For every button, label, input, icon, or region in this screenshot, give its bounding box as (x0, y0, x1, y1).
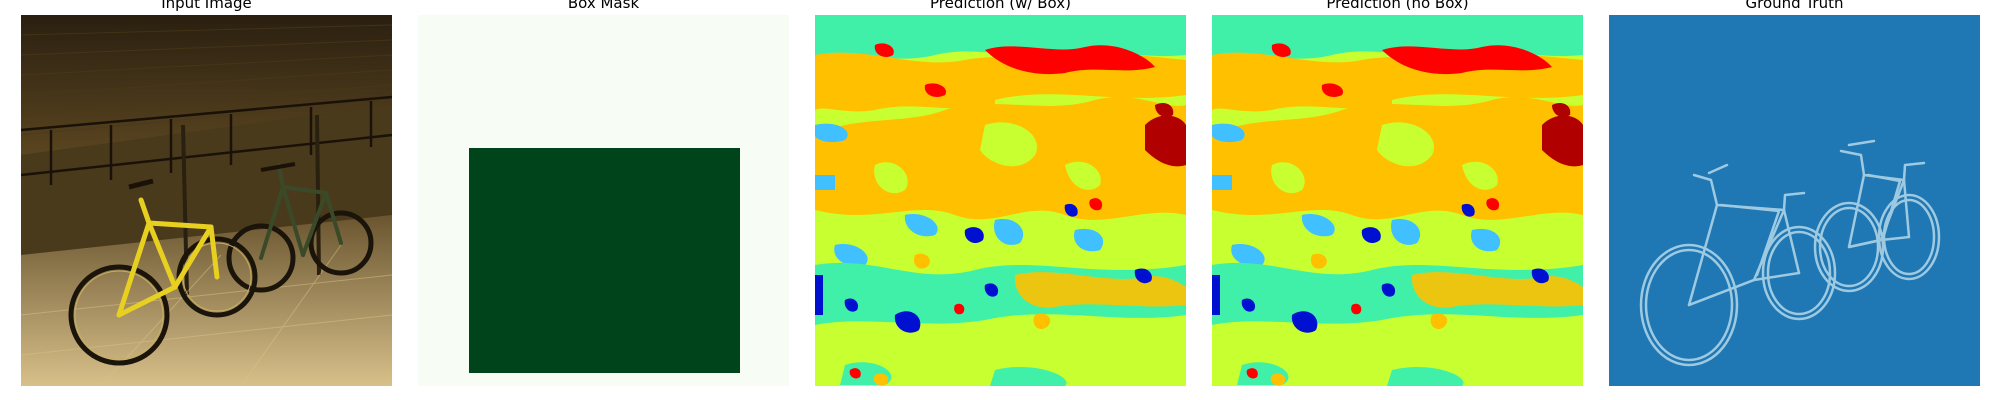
ground-truth-image (1609, 15, 1980, 386)
ground-truth-title: Ground Truth (1745, 0, 1844, 12)
prediction-no-box-panel: Prediction (no Box) (1212, 0, 1583, 386)
ground-truth-panel: Ground Truth (1609, 0, 1980, 386)
prediction-with-box-title: Prediction (w/ Box) (930, 0, 1071, 12)
prediction-with-box-panel: Prediction (w/ Box) (815, 0, 1186, 386)
prediction-no-box-image (1212, 15, 1583, 386)
input-image-title: Input Image (161, 0, 252, 12)
input-image (21, 15, 392, 386)
prediction-with-box-image (815, 15, 1186, 386)
box-mask-image (418, 15, 789, 386)
input-image-panel: Input Image (21, 0, 392, 386)
box-mask-box (469, 148, 740, 373)
box-mask-title: Box Mask (567, 0, 640, 12)
box-mask-panel: Box Mask (418, 0, 789, 386)
prediction-no-box-title: Prediction (no Box) (1326, 0, 1469, 12)
